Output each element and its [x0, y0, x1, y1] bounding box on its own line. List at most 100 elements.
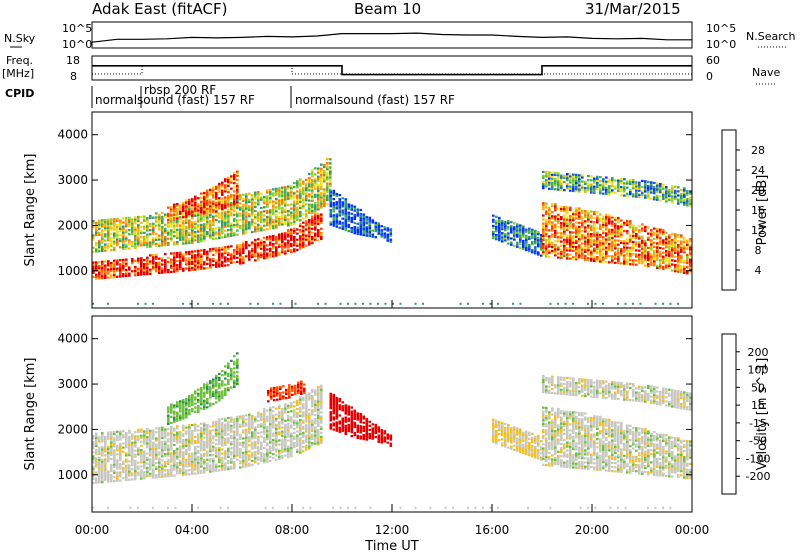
data-cell — [596, 235, 599, 238]
data-cell — [266, 415, 269, 418]
data-cell — [575, 258, 578, 261]
data-cell — [275, 450, 278, 453]
data-cell — [380, 225, 384, 228]
data-cell — [200, 263, 203, 266]
data-cell — [278, 439, 281, 442]
data-cell — [608, 180, 611, 184]
data-cell — [92, 220, 95, 223]
data-cell — [263, 418, 266, 421]
data-cell — [305, 197, 308, 200]
data-cell — [605, 248, 608, 251]
data-cell — [92, 443, 95, 446]
data-cell — [206, 195, 209, 198]
data-cell — [686, 239, 689, 242]
data-cell — [221, 262, 224, 265]
data-cell — [215, 263, 218, 266]
data-cell — [671, 238, 674, 242]
data-cell — [266, 454, 269, 457]
data-cell — [200, 192, 203, 195]
data-cell — [296, 206, 299, 209]
data-cell — [341, 217, 345, 220]
data-cell — [653, 258, 656, 261]
data-cell — [587, 183, 590, 186]
data-cell — [311, 227, 314, 230]
data-cell — [641, 185, 644, 189]
data-cell — [176, 228, 179, 231]
data-cell — [140, 459, 143, 462]
data-cell — [504, 223, 507, 226]
data-cell — [359, 219, 363, 222]
data-cell — [284, 429, 287, 433]
data-cell — [254, 216, 257, 219]
data-cell — [218, 432, 221, 435]
data-cell — [677, 240, 680, 243]
data-cell — [239, 450, 242, 453]
data-cell — [203, 194, 206, 197]
data-cell — [683, 249, 686, 252]
data-cell — [590, 228, 593, 232]
data-cell — [569, 257, 572, 260]
data-cell — [176, 439, 179, 442]
data-cell — [212, 463, 215, 467]
data-cell — [149, 429, 152, 432]
data-cell — [284, 190, 287, 193]
data-cell — [566, 220, 569, 223]
data-cell — [212, 249, 215, 252]
data-cell — [149, 241, 152, 244]
ground-cell — [594, 302, 597, 305]
data-cell — [531, 249, 534, 252]
data-cell — [128, 470, 131, 473]
data-cell — [263, 255, 266, 258]
data-cell — [113, 451, 116, 454]
data-cell — [344, 222, 348, 225]
data-cell — [287, 449, 290, 452]
data-cell — [641, 194, 644, 197]
data-cell — [164, 454, 167, 458]
data-cell — [101, 266, 104, 269]
data-cell — [161, 228, 164, 231]
data-cell — [107, 449, 110, 453]
data-cell — [161, 453, 164, 456]
data-cell — [128, 472, 131, 475]
data-cell — [665, 200, 668, 203]
data-cell — [242, 419, 245, 422]
data-cell — [104, 472, 107, 475]
data-cell — [242, 443, 245, 446]
data-cell — [572, 227, 575, 230]
data-cell — [182, 461, 185, 464]
data-cell — [233, 182, 236, 185]
data-cell — [287, 231, 290, 234]
data-cell — [377, 228, 381, 231]
data-cell — [176, 234, 179, 238]
data-cell — [194, 454, 197, 457]
data-cell — [116, 459, 119, 462]
data-cell — [98, 275, 101, 278]
data-cell — [164, 223, 167, 226]
data-cell — [386, 227, 390, 230]
data-cell — [182, 443, 185, 446]
data-cell — [545, 202, 548, 205]
data-cell — [161, 440, 164, 444]
data-cell — [686, 258, 689, 261]
data-cell — [104, 458, 107, 461]
data-cell — [560, 254, 563, 257]
data-cell — [152, 441, 155, 444]
data-cell — [501, 234, 504, 237]
data-cell — [281, 449, 284, 452]
data-cell — [584, 220, 587, 223]
data-cell — [197, 257, 200, 261]
data-cell — [650, 191, 653, 194]
data-cell — [638, 195, 641, 198]
data-cell — [137, 428, 140, 431]
data-cell — [212, 223, 215, 226]
data-cell — [203, 239, 206, 242]
data-cell — [236, 432, 239, 435]
data-cell — [173, 454, 176, 457]
ground-cell — [549, 302, 552, 305]
data-cell — [584, 182, 587, 185]
data-cell — [272, 210, 275, 213]
data-cell — [548, 229, 551, 232]
data-cell — [149, 268, 152, 271]
data-cell — [317, 171, 320, 174]
data-cell — [596, 187, 599, 191]
